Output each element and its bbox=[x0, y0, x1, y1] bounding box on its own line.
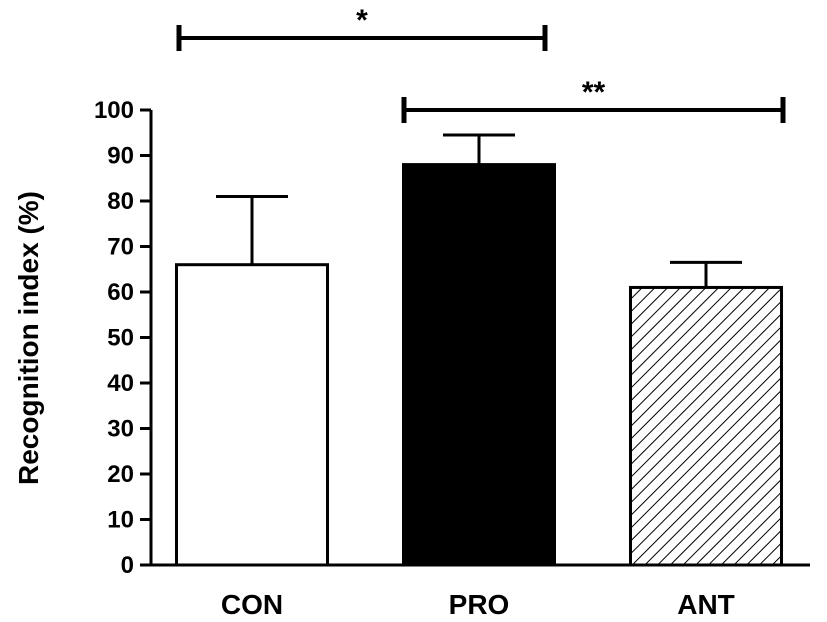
y-tick-label: 50 bbox=[107, 325, 134, 352]
bar-ant bbox=[629, 285, 783, 567]
category-label-con: CON bbox=[221, 589, 283, 620]
y-tick-label: 40 bbox=[107, 370, 134, 397]
y-tick-label: 90 bbox=[107, 143, 134, 170]
significance-label: ** bbox=[582, 76, 606, 109]
y-axis-ticks: 0 10 20 30 40 50 60 70 80 90 100 bbox=[94, 97, 151, 579]
category-label-ant: ANT bbox=[677, 589, 735, 620]
y-tick-label: 80 bbox=[107, 188, 134, 215]
bars-group bbox=[175, 163, 783, 567]
y-tick-label: 60 bbox=[107, 279, 134, 306]
error-bars-group bbox=[216, 133, 742, 288]
category-label-pro: PRO bbox=[449, 589, 510, 620]
category-labels: CON PRO ANT bbox=[221, 589, 735, 620]
y-tick-label: 20 bbox=[107, 461, 134, 488]
significance-brackets: *** bbox=[176, 4, 786, 123]
y-tick-label: 10 bbox=[107, 507, 134, 534]
y-tick-label: 30 bbox=[107, 416, 134, 443]
bar-pro bbox=[402, 163, 556, 567]
significance-label: * bbox=[356, 4, 368, 37]
y-tick-label: 0 bbox=[121, 552, 134, 579]
bar-con bbox=[175, 263, 329, 567]
y-tick-label: 70 bbox=[107, 234, 134, 261]
y-tick-label: 100 bbox=[94, 97, 134, 124]
y-axis-title: Recognition index (%) bbox=[13, 191, 44, 485]
